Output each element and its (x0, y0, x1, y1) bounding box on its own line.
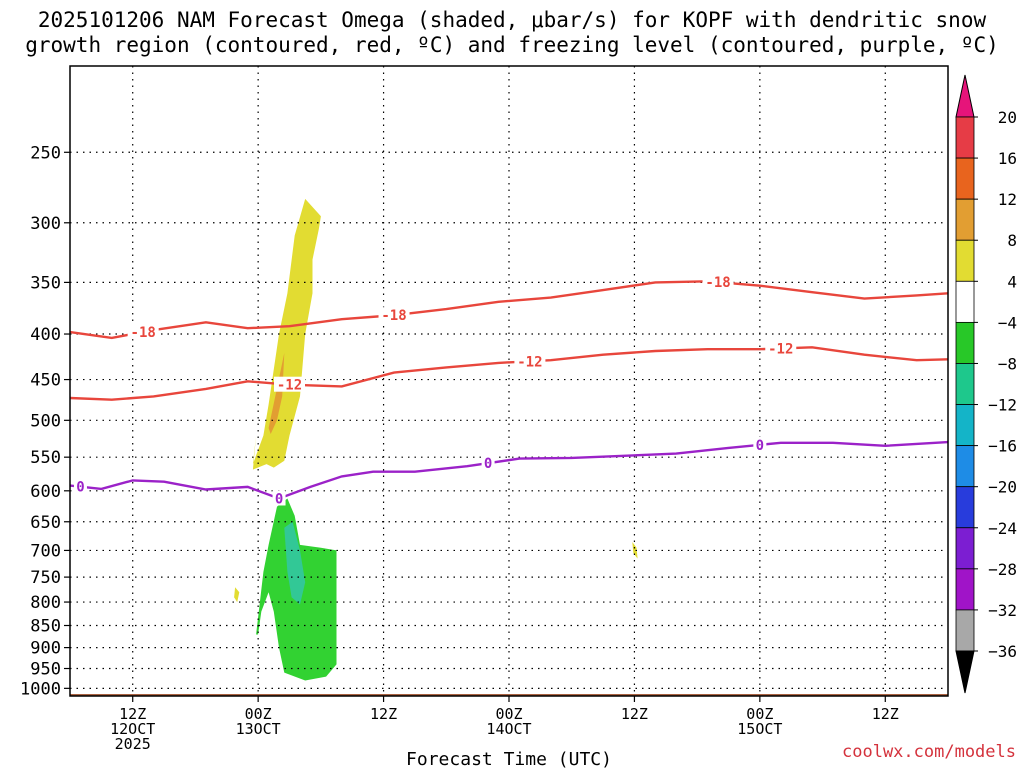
x-tick-label-6-2: 2025 (115, 735, 151, 753)
colorbar-label-5: −4 (998, 313, 1017, 332)
contour-label-1-0: -12 (277, 378, 302, 394)
colorbar-label-11: −28 (988, 560, 1017, 579)
colorbar-swatch-5 (955, 321, 975, 364)
chart-title-line-1: 2025101206 NAM Forecast Omega (shaded, μ… (37, 8, 987, 32)
colorbar-swatch-1 (955, 157, 975, 200)
colorbar-label-10: −24 (988, 519, 1017, 538)
colorbar-swatch-8 (955, 445, 975, 488)
y-tick-label-700: 700 (30, 541, 61, 561)
colorbar-swatch-7 (955, 404, 975, 447)
colorbar-label-9: −20 (988, 478, 1017, 497)
x-axis-label: Forecast Time (UTC) (406, 749, 612, 768)
colorbar-swatch-4 (955, 280, 975, 323)
contour-label-bg (753, 436, 767, 452)
colorbar-label-6: −8 (998, 354, 1017, 373)
contour-label-bg (274, 376, 305, 392)
y-tick-label-450: 450 (30, 371, 61, 391)
y-tick-label-350: 350 (30, 273, 61, 293)
contour-label-2-3: 0 (756, 438, 764, 454)
colorbar-swatch-2 (955, 198, 975, 241)
x-tick-label-18-1: 13OCT (236, 720, 281, 738)
y-tick-label-500: 500 (30, 411, 61, 431)
colorbar-swatch-10 (955, 527, 975, 570)
colorbar-swatch-11 (955, 568, 975, 611)
contour-label-bg (378, 307, 410, 323)
colorbar-label-3: 8 (1007, 231, 1017, 250)
x-tick-label-6-1: 12OCT (110, 720, 155, 738)
y-tick-label-950: 950 (30, 660, 61, 680)
x-tick-label-18-0: 00Z (245, 705, 272, 723)
contour-label-bg (73, 478, 87, 494)
colorbar-label-8: −16 (988, 437, 1017, 456)
colorbar-label-13: −36 (988, 642, 1017, 661)
colorbar-label-7: −12 (988, 396, 1017, 415)
omega-shaded-region-4 (234, 587, 240, 603)
contour-label-bg (765, 340, 797, 356)
y-tick-label-850: 850 (30, 616, 61, 636)
colorbar-swatch-0 (955, 116, 975, 159)
contour-label-2-2: 0 (484, 456, 492, 472)
contour-label-0-0: -18 (131, 325, 156, 341)
colorbar-under-triangle (955, 650, 975, 694)
y-tick-label-1000: 1000 (20, 679, 61, 699)
y-tick-label-250: 250 (30, 143, 61, 163)
chart-title-line-2: growth region (contoured, red, ºC) and f… (25, 33, 999, 57)
contour-label-0-2: -18 (705, 275, 730, 291)
x-tick-label-42-0: 00Z (495, 705, 522, 723)
x-tick-label-78-0: 12Z (872, 705, 899, 723)
colorbar-label-12: −32 (988, 601, 1017, 620)
colorbar-swatch-12 (955, 609, 975, 652)
colorbar-swatch-3 (955, 239, 975, 282)
colorbar-swatch-9 (955, 486, 975, 529)
x-tick-label-66-0: 00Z (746, 705, 773, 723)
credit-text: coolwx.com/models (842, 742, 1016, 762)
colorbar-label-4: 4 (1007, 272, 1017, 291)
plot-area (70, 66, 948, 696)
terrain-band (70, 694, 948, 696)
contour-label-2-1: 0 (275, 491, 283, 507)
x-tick-label-42-1: 14OCT (486, 720, 531, 738)
y-tick-label-600: 600 (30, 482, 61, 502)
omega-shaded-region-5 (632, 542, 638, 559)
colorbar-swatch-6 (955, 363, 975, 405)
y-tick-label-550: 550 (30, 448, 61, 468)
contour-label-bg (702, 274, 734, 290)
y-tick-label-300: 300 (30, 214, 61, 234)
x-tick-label-30-0: 12Z (370, 705, 397, 723)
contour-label-2-0: 0 (76, 480, 84, 496)
x-tick-label-66-1: 15OCT (737, 720, 782, 738)
colorbar-over-triangle (955, 74, 975, 118)
contour-label-bg (127, 324, 159, 340)
contour-label-bg (272, 490, 286, 506)
contour-label-bg (481, 455, 495, 471)
y-tick-label-650: 650 (30, 513, 61, 533)
colorbar-label-1: 16 (998, 149, 1017, 168)
colorbar-label-2: 12 (998, 190, 1017, 209)
contour-label-bg (514, 353, 546, 369)
contour-label-1-1: -12 (517, 354, 542, 370)
x-tick-label-54-0: 12Z (621, 705, 648, 723)
colorbar-label-0: 20 (998, 108, 1017, 127)
contour-line-0 (69, 280, 949, 340)
y-tick-label-900: 900 (30, 639, 61, 659)
omega-shaded-region-1 (268, 352, 285, 434)
contour-label-1-2: -12 (768, 341, 793, 357)
y-tick-label-750: 750 (30, 568, 61, 588)
contour-label-0-1: -18 (381, 308, 406, 324)
omega-shaded-region-3 (284, 521, 306, 605)
y-tick-label-400: 400 (30, 325, 61, 345)
y-tick-label-800: 800 (30, 593, 61, 613)
contour-line-1 (69, 346, 949, 401)
omega-shaded-region-0 (252, 198, 321, 470)
x-tick-label-6-0: 12Z (119, 705, 146, 723)
